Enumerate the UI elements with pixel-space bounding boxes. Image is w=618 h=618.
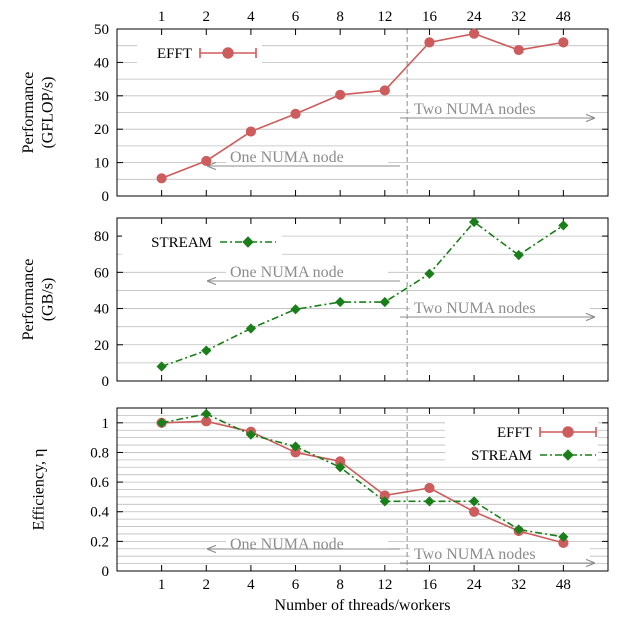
data-point-efft (201, 155, 212, 167)
series-line-efft (161, 420, 564, 544)
x-top-tick-label: 8 (336, 9, 344, 25)
data-point-efft (424, 37, 435, 48)
data-point-stream (558, 220, 569, 231)
data-point-stream (468, 496, 480, 507)
x-tick-label: 24 (467, 577, 483, 593)
two-numa-label: Two NUMA nodes (414, 101, 536, 118)
data-point-efft (156, 173, 167, 184)
data-point-efft (468, 28, 480, 39)
data-point-stream (468, 216, 480, 228)
two-numa-label: Two NUMA nodes (414, 300, 536, 317)
x-top-tick-label: 1 (158, 9, 166, 25)
panel-efficiency: One NUMA node Two NUMA nodes 0 0.2 0.4 0.6 0.8… (31, 407, 609, 580)
two-numa-label: Two NUMA nodes (414, 546, 536, 563)
legend-box (445, 419, 598, 465)
legend-label-efft: EFFT (157, 46, 192, 62)
data-point-stream (290, 441, 301, 452)
data-point-stream (424, 496, 435, 507)
legend-marker-stream (242, 236, 254, 248)
y-tick-label: 0.4 (90, 505, 109, 521)
y-tick-label: 30 (94, 89, 109, 105)
y-axis-label: Performance (GFLOP/s) (20, 72, 56, 154)
y-tick-label: 0.8 (90, 445, 109, 461)
x-top-tick-label: 16 (422, 9, 438, 25)
legend-label-stream: STREAM (151, 235, 212, 251)
x-top-tick-label: 32 (511, 9, 526, 25)
x-axis-label: Number of threads/workers (275, 597, 451, 614)
x-tick-label: 4 (247, 577, 255, 593)
y-tick-label: 0.2 (90, 534, 109, 550)
y-tick-label: 20 (94, 122, 109, 138)
y-tick-label: 40 (94, 55, 109, 71)
y-axis-label: Performance (GB/s) (20, 259, 56, 341)
data-point-efft (424, 482, 435, 494)
series-line-stream (161, 221, 564, 368)
x-tick-label: 2 (203, 577, 211, 593)
y-tick-label: 80 (94, 229, 109, 245)
data-point-efft (245, 126, 257, 137)
one-numa-label: One NUMA node (230, 264, 344, 281)
data-point-stream (245, 429, 257, 440)
series-line-efft (161, 32, 564, 180)
x-top-tick-label: 12 (377, 9, 392, 25)
y-tick-label: 50 (94, 22, 109, 38)
data-point-stream (379, 296, 390, 308)
legend-label-stream: STREAM (471, 448, 532, 464)
data-point-stream (513, 250, 524, 261)
y-tick-label: 20 (94, 338, 109, 354)
data-point-efft (558, 37, 569, 48)
data-point-efft (335, 89, 346, 100)
y-tick-label: 1 (102, 416, 110, 432)
y-axis-label: Efficiency, η (31, 449, 48, 531)
y-tick-label: 10 (94, 156, 109, 172)
y-tick-label: 0.6 (90, 475, 109, 491)
data-point-stream (201, 408, 212, 420)
legend-marker-efft (222, 47, 234, 59)
x-tick-label: 16 (422, 577, 438, 593)
x-top-tick-label: 6 (292, 9, 300, 25)
y-tick-label: 0 (102, 564, 110, 580)
data-point-stream (379, 496, 390, 507)
x-top-tick-label: 24 (467, 9, 483, 25)
data-point-stream (156, 361, 167, 372)
data-point-stream (156, 417, 167, 428)
legend-label-efft: EFFT (497, 425, 532, 441)
data-point-stream (245, 323, 257, 334)
one-numa-label: One NUMA node (230, 149, 344, 166)
data-point-efft (379, 85, 390, 96)
plot-frame (116, 217, 609, 382)
panel-performance-gflops: One NUMA node Two NUMA nodes 0 10 20 30 40 50 Pe… (20, 22, 609, 205)
data-point-stream (201, 345, 212, 356)
x-top-tick-label: 48 (556, 9, 571, 25)
x-top-tick-label: 4 (247, 9, 255, 25)
data-point-efft (290, 108, 301, 119)
x-tick-label: 6 (292, 577, 300, 593)
legend-marker-efft (562, 426, 574, 438)
data-point-efft (468, 506, 480, 517)
data-point-stream (290, 304, 301, 315)
panel-performance-gbs: One NUMA node Two NUMA nodes 0 20 40 60 80 Perf… (20, 216, 609, 390)
plot-frame (116, 407, 609, 572)
y-tick-label: 0 (102, 374, 110, 390)
data-point-efft (513, 44, 524, 56)
data-point-stream (335, 296, 346, 308)
data-point-stream (513, 524, 524, 535)
legend-marker-stream (562, 449, 574, 461)
data-point-stream (335, 462, 346, 473)
x-tick-label: 48 (556, 577, 571, 593)
data-point-stream (558, 531, 569, 543)
x-top-tick-label: 2 (203, 9, 211, 25)
data-point-stream (424, 268, 435, 279)
x-tick-label: 12 (377, 577, 392, 593)
y-tick-label: 0 (102, 189, 110, 205)
y-tick-label: 40 (94, 302, 109, 318)
x-tick-label: 8 (336, 577, 344, 593)
x-tick-label: 1 (158, 577, 166, 593)
series-line-stream (161, 413, 564, 538)
y-tick-label: 60 (94, 265, 109, 281)
plot-frame (116, 28, 609, 197)
one-numa-label: One NUMA node (230, 536, 344, 553)
x-tick-label: 32 (511, 577, 526, 593)
